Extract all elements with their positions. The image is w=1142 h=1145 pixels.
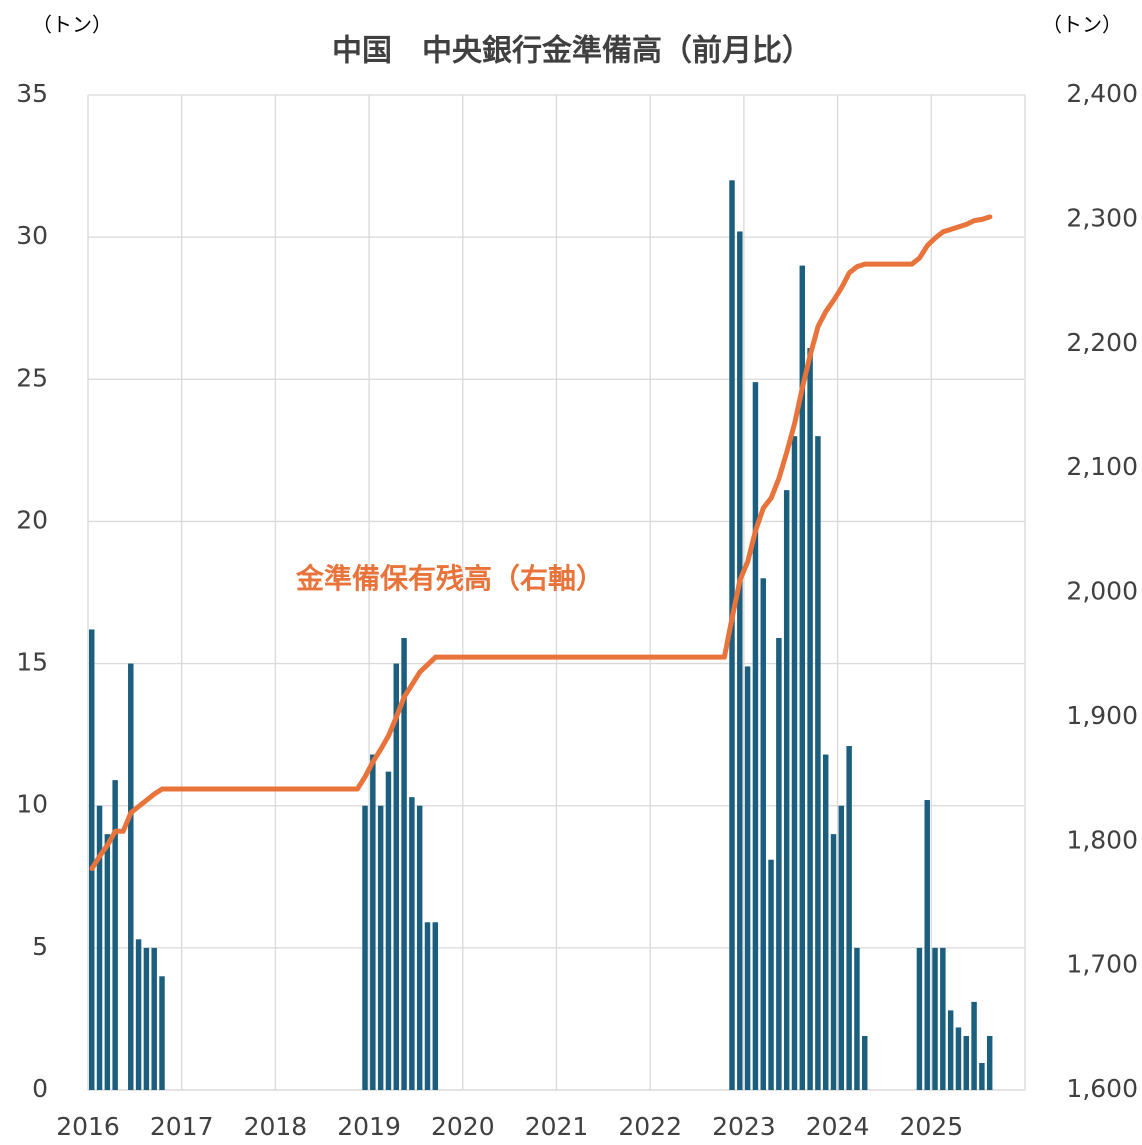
bar bbox=[862, 1035, 868, 1090]
y2-tick-label: 1,900 bbox=[1066, 701, 1138, 730]
annotation: 金準備保有残高（右軸） bbox=[295, 562, 604, 595]
bar bbox=[932, 947, 938, 1090]
x-tick-label: 2021 bbox=[525, 1112, 589, 1141]
y2-axis-unit: （トン） bbox=[1042, 13, 1122, 37]
x-tick-label: 2025 bbox=[899, 1112, 963, 1141]
x-tick-label: 2023 bbox=[712, 1112, 776, 1141]
y2-tick-label: 1,700 bbox=[1066, 950, 1138, 979]
bar bbox=[416, 805, 423, 1090]
x-tick-label: 2019 bbox=[337, 1112, 401, 1141]
bar bbox=[846, 746, 852, 1090]
y2-tick-label: 1,800 bbox=[1066, 825, 1138, 854]
y-tick-label: 5 bbox=[32, 932, 48, 961]
y2-tick-label: 2,300 bbox=[1066, 203, 1138, 232]
bar bbox=[432, 922, 439, 1090]
y2-tick-label: 2,100 bbox=[1066, 452, 1138, 481]
x-tick-label: 2017 bbox=[150, 1112, 214, 1141]
bar bbox=[979, 1062, 985, 1090]
bar bbox=[370, 754, 376, 1090]
y-tick-label: 10 bbox=[16, 790, 48, 819]
bar bbox=[128, 663, 134, 1090]
y-tick-label: 35 bbox=[16, 79, 48, 108]
bar bbox=[393, 663, 399, 1090]
bar bbox=[96, 805, 103, 1090]
bar bbox=[744, 666, 751, 1090]
bar bbox=[151, 947, 157, 1090]
bar bbox=[815, 436, 821, 1091]
y2-tick-label: 2,400 bbox=[1066, 79, 1138, 108]
y-tick-label: 15 bbox=[16, 648, 48, 677]
bar bbox=[143, 947, 150, 1090]
x-tick-label: 2018 bbox=[244, 1112, 308, 1141]
bar bbox=[807, 348, 813, 1090]
y-tick-label: 25 bbox=[16, 363, 48, 392]
x-tick-label: 2016 bbox=[56, 1112, 120, 1141]
bar bbox=[104, 834, 111, 1090]
x-tick-label: 2024 bbox=[806, 1112, 870, 1141]
bar bbox=[424, 922, 431, 1090]
bar bbox=[112, 780, 118, 1090]
bar bbox=[916, 947, 923, 1090]
bar bbox=[752, 382, 759, 1091]
bar bbox=[947, 1010, 954, 1090]
bar bbox=[822, 754, 829, 1090]
bar bbox=[729, 180, 735, 1091]
bar bbox=[89, 629, 95, 1090]
bar bbox=[955, 1027, 962, 1090]
bar bbox=[830, 834, 837, 1090]
bar bbox=[737, 231, 743, 1090]
line bbox=[89, 214, 993, 872]
y-tick-label: 30 bbox=[16, 221, 48, 250]
bar bbox=[760, 578, 766, 1090]
bar bbox=[791, 436, 798, 1091]
bar bbox=[963, 1035, 969, 1090]
bar bbox=[362, 805, 368, 1090]
bar bbox=[971, 1001, 977, 1090]
bar bbox=[135, 939, 142, 1090]
bar bbox=[377, 805, 384, 1090]
bar bbox=[783, 490, 790, 1091]
chart-title: 中国 中央銀行金準備高（前月比） bbox=[332, 34, 812, 69]
bar bbox=[854, 947, 860, 1090]
x-tick-label: 2020 bbox=[431, 1112, 495, 1141]
bar bbox=[385, 771, 392, 1090]
bar bbox=[940, 947, 946, 1090]
bar bbox=[838, 805, 845, 1090]
bar bbox=[401, 637, 407, 1090]
bar bbox=[768, 859, 774, 1090]
bar bbox=[986, 1035, 993, 1090]
y2-tick-label: 1,600 bbox=[1066, 1074, 1138, 1103]
bar bbox=[159, 976, 165, 1090]
bar bbox=[924, 800, 930, 1090]
x-tick-label: 2022 bbox=[618, 1112, 682, 1141]
bar bbox=[799, 265, 806, 1091]
y2-tick-label: 2,000 bbox=[1066, 577, 1138, 606]
bar bbox=[409, 797, 415, 1090]
bar bbox=[776, 637, 782, 1090]
y-tick-label: 20 bbox=[16, 505, 48, 534]
y2-tick-label: 2,200 bbox=[1066, 328, 1138, 357]
y-axis-unit: （トン） bbox=[32, 13, 112, 37]
y-tick-label: 0 bbox=[32, 1074, 48, 1103]
